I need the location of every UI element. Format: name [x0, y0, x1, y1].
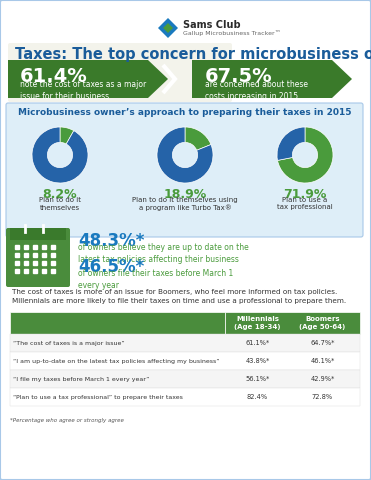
FancyBboxPatch shape — [10, 388, 360, 406]
Text: “I am up-to-date on the latest tax policies affecting my business”: “I am up-to-date on the latest tax polic… — [13, 359, 220, 363]
Text: Plan to do it
themselves: Plan to do it themselves — [39, 197, 81, 211]
Text: 61.4%: 61.4% — [20, 67, 88, 86]
FancyBboxPatch shape — [6, 228, 70, 287]
Text: note the cost of taxes as a major
issue for their business: note the cost of taxes as a major issue … — [20, 80, 146, 101]
FancyBboxPatch shape — [10, 334, 360, 352]
FancyBboxPatch shape — [10, 228, 66, 240]
Text: 46.5%*: 46.5%* — [78, 258, 144, 276]
Polygon shape — [192, 60, 352, 98]
Text: of owners believe they are up to date on the
latest tax policies affecting their: of owners believe they are up to date on… — [78, 243, 249, 264]
Text: 56.1%*: 56.1%* — [245, 376, 270, 382]
Text: 72.8%: 72.8% — [312, 394, 333, 400]
Text: Plan to use a
tax professional: Plan to use a tax professional — [277, 197, 333, 211]
FancyBboxPatch shape — [10, 370, 360, 388]
Text: 61.1%*: 61.1%* — [245, 340, 270, 346]
FancyBboxPatch shape — [225, 312, 360, 334]
Text: 46.1%*: 46.1%* — [310, 358, 335, 364]
Text: The cost of taxes is more of an issue for Boomers, who feel more informed on tax: The cost of taxes is more of an issue fo… — [12, 289, 346, 303]
Text: Boomers
(Age 50-64): Boomers (Age 50-64) — [299, 316, 346, 330]
Text: Gallup Microbusiness Tracker™: Gallup Microbusiness Tracker™ — [183, 30, 281, 36]
Text: 67.5%: 67.5% — [205, 67, 273, 86]
FancyBboxPatch shape — [6, 103, 363, 237]
Text: 48.3%*: 48.3%* — [78, 232, 144, 250]
Text: 18.9%: 18.9% — [163, 188, 207, 201]
FancyBboxPatch shape — [10, 352, 360, 370]
Text: 42.9%*: 42.9%* — [310, 376, 335, 382]
Text: Taxes: The top concern for microbusiness owners: Taxes: The top concern for microbusiness… — [15, 47, 371, 62]
Text: Plan to do it themselves using
a program like Turbo Tax®: Plan to do it themselves using a program… — [132, 197, 238, 211]
Text: are concerned about these
costs increasing in 2015: are concerned about these costs increasi… — [205, 80, 308, 101]
Text: *Percentage who agree or strongly agree: *Percentage who agree or strongly agree — [10, 418, 124, 423]
Text: Millennials
(Age 18-34): Millennials (Age 18-34) — [234, 316, 281, 330]
Text: 82.4%: 82.4% — [247, 394, 268, 400]
Text: 71.9%: 71.9% — [283, 188, 327, 201]
Polygon shape — [158, 18, 178, 38]
Wedge shape — [278, 127, 333, 183]
Polygon shape — [8, 60, 168, 98]
Wedge shape — [60, 127, 74, 144]
Text: of owners file their taxes before March 1
every year: of owners file their taxes before March … — [78, 269, 233, 290]
Polygon shape — [163, 23, 173, 33]
Text: 64.7%*: 64.7%* — [310, 340, 335, 346]
FancyBboxPatch shape — [10, 312, 225, 334]
Wedge shape — [185, 127, 211, 150]
Text: “The cost of taxes is a major issue”: “The cost of taxes is a major issue” — [13, 340, 125, 346]
Wedge shape — [32, 127, 88, 183]
Wedge shape — [157, 127, 213, 183]
Text: “I file my taxes before March 1 every year”: “I file my taxes before March 1 every ye… — [13, 376, 150, 382]
Wedge shape — [277, 127, 305, 160]
Text: 43.8%*: 43.8%* — [245, 358, 270, 364]
Text: Microbusiness owner’s approach to preparing their taxes in 2015: Microbusiness owner’s approach to prepar… — [18, 108, 352, 117]
Text: Sams Club: Sams Club — [183, 20, 241, 30]
Text: 8.2%: 8.2% — [43, 188, 77, 201]
Text: “Plan to use a tax professional” to prepare their taxes: “Plan to use a tax professional” to prep… — [13, 395, 183, 399]
FancyBboxPatch shape — [8, 43, 232, 102]
